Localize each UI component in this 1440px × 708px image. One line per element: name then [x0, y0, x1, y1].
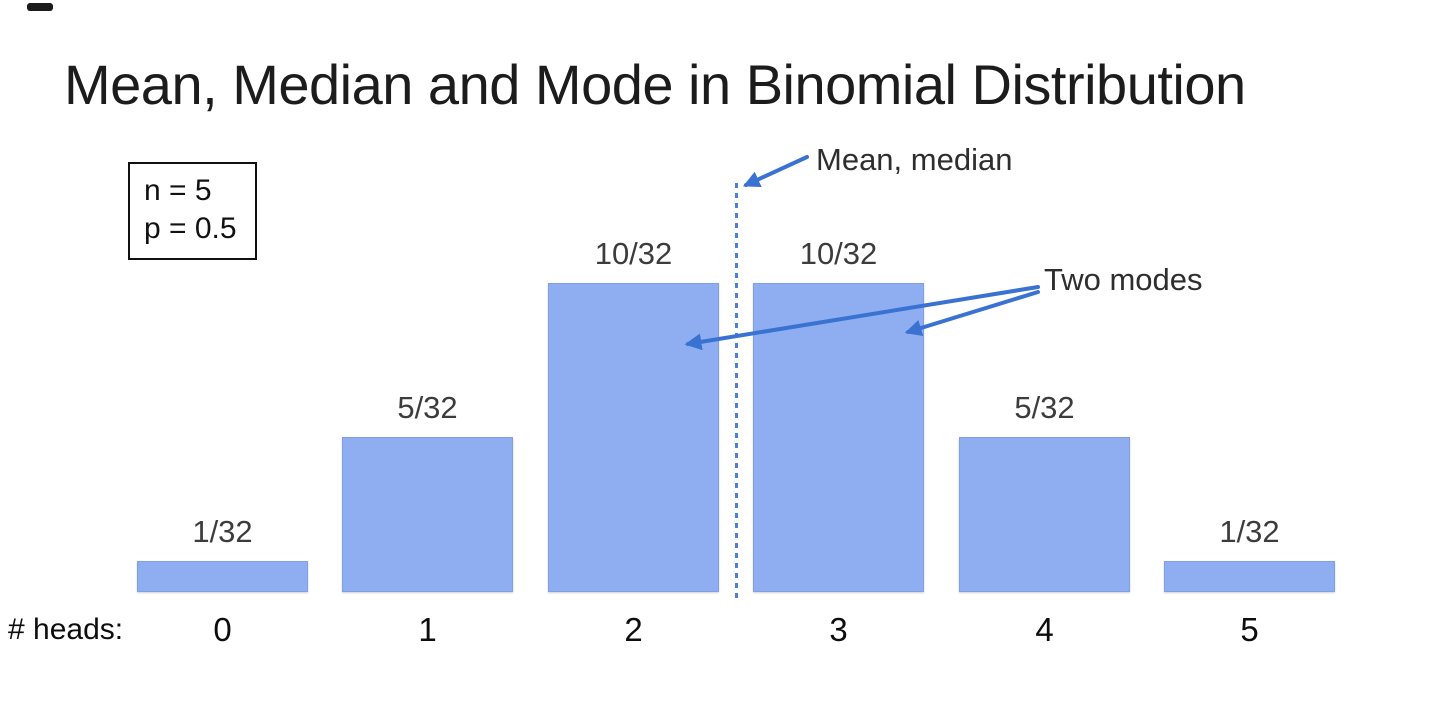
mean-median-label: Mean, median — [816, 142, 1013, 177]
chart-title: Mean, Median and Mode in Binomial Distri… — [64, 53, 1246, 116]
two-modes-label: Two modes — [1044, 262, 1203, 297]
param-p: p = 0.5 — [144, 212, 237, 245]
x-axis-prefix: # heads: — [8, 613, 124, 646]
bar — [753, 283, 924, 592]
bar-value-label: 10/32 — [594, 236, 673, 271]
x-tick-label: 0 — [213, 611, 232, 648]
top-edge-artifact — [27, 3, 53, 11]
param-n: n = 5 — [144, 174, 212, 207]
bar — [1164, 561, 1335, 592]
bar — [959, 437, 1130, 592]
mean-median-line — [735, 183, 738, 602]
bar — [342, 437, 513, 592]
parameters-box: n = 5 p = 0.5 — [128, 162, 257, 260]
x-tick-label: 5 — [1240, 611, 1259, 648]
x-tick-label: 1 — [418, 611, 437, 648]
bar-value-label: 5/32 — [397, 390, 458, 425]
bar-value-label: 1/32 — [192, 514, 253, 549]
bar-value-label: 5/32 — [1014, 390, 1075, 425]
bar — [548, 283, 719, 592]
bar-value-label: 10/32 — [799, 236, 878, 271]
bar — [137, 561, 308, 592]
bar-value-label: 1/32 — [1219, 514, 1280, 549]
x-tick-label: 2 — [624, 611, 643, 648]
x-tick-label: 4 — [1035, 611, 1054, 648]
x-tick-label: 3 — [829, 611, 848, 648]
